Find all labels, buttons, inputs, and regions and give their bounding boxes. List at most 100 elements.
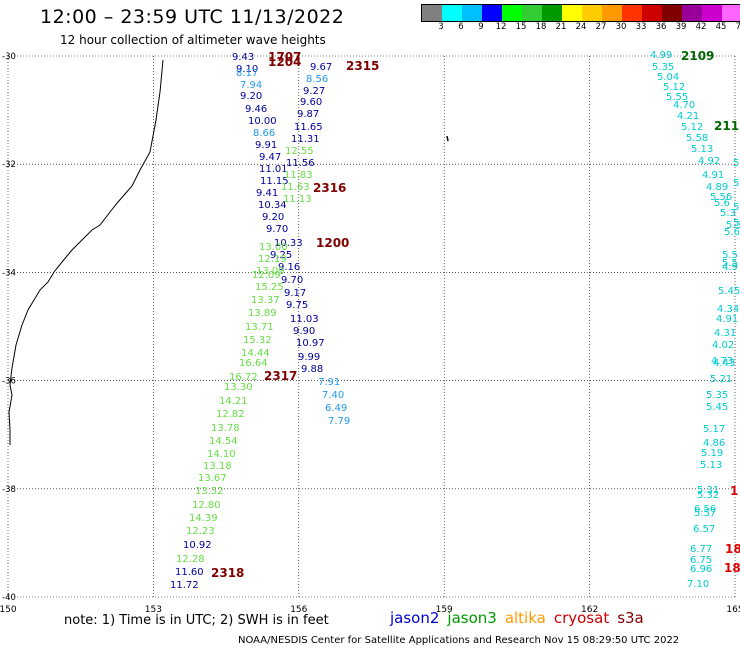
wave-height-value: 14.44 [241, 348, 270, 359]
wave-height-value: 7.10 [687, 579, 709, 590]
wave-height-value: 5.21 [710, 374, 732, 385]
wave-height-value: 10.97 [296, 338, 325, 349]
wave-height-value: 13.52 [195, 486, 224, 497]
wave-height-value: 9.27 [303, 86, 325, 97]
x-tick-label: 165 [726, 605, 740, 615]
legend-label: 12 [495, 22, 507, 32]
wave-height-value: 5.19 [701, 448, 723, 459]
wave-height-value: 9.10 [236, 64, 258, 75]
wave-height-value: 11.72 [170, 580, 199, 591]
legend-swatch [602, 5, 622, 21]
wave-height-value: 4.31 [714, 328, 736, 339]
legend-swatch [442, 5, 462, 21]
wave-height-value: 4.73 [711, 356, 733, 367]
wave-height-value: 5.5 [722, 250, 738, 261]
sat-legend-s3a: s3a [617, 609, 644, 627]
legend-swatch [582, 5, 602, 21]
y-tick-label: -30 [2, 52, 16, 62]
wave-height-value: 16.64 [239, 358, 268, 369]
wave-height-value: 9.75 [286, 300, 308, 311]
legend-label: 15 [515, 22, 527, 32]
x-tick-label: 156 [290, 605, 307, 615]
wave-height-value: 13.37 [251, 295, 280, 306]
wave-height-value: 5.12 [681, 122, 703, 133]
wave-height-value: 5.32 [697, 490, 719, 501]
wave-height-value: 13.71 [245, 322, 274, 333]
units-note: note: 1) Time is in UTC; 2) SWH is in fe… [64, 613, 329, 628]
pass-time-label: 2318 [211, 566, 244, 580]
wave-height-value: 6.56 [694, 504, 716, 515]
wave-height-value: 16.72 [229, 372, 258, 383]
legend-swatch [522, 5, 542, 21]
wave-height-value: 5.12 [663, 82, 685, 93]
legend-swatch [622, 5, 642, 21]
wave-height-value: 15.32 [243, 335, 272, 346]
wave-height-value: 12.09 [252, 270, 281, 281]
wave-height-value: 12.23 [186, 526, 215, 537]
wave-height-value: 4.9 [722, 262, 738, 273]
wave-height-value: 9.70 [281, 275, 303, 286]
pass-time-label: 18 [724, 561, 740, 575]
sat-legend-altika: altika [504, 609, 546, 627]
wave-height-value: 8.66 [253, 128, 275, 139]
x-tick-label: 159 [436, 605, 453, 615]
legend-swatch [702, 5, 722, 21]
wave-height-value: 9.41 [256, 188, 278, 199]
wave-height-value: 12.80 [192, 500, 221, 511]
wave-height-value: 9.25 [270, 250, 292, 261]
sat-legend-jason3: jason3 [447, 609, 497, 627]
track-values: 9.439.108.177.949.209.4610.008.669.919.4… [170, 50, 740, 591]
wave-height-value: 5.04 [657, 72, 679, 83]
page-subtitle: 12 hour collection of altimeter wave hei… [60, 33, 326, 47]
pass-time-label: 1707 [268, 50, 301, 64]
wave-height-value: 11.56 [286, 158, 315, 169]
wave-height-value: 5.17 [703, 424, 725, 435]
wave-height-value: 11.01 [259, 164, 288, 175]
wave-height-value: 9.17 [284, 288, 306, 299]
wave-height-value: 11.31 [291, 134, 320, 145]
axis-labels: 150 153 156 159 162 165 -30 -32 -34 -36 -38 -40 [0, 52, 740, 615]
wave-height-value: 5 [733, 158, 739, 169]
pass-time-label: 1204 [268, 55, 301, 69]
australia-coastline [8, 59, 164, 445]
coastline [8, 59, 449, 445]
wave-height-value: 10.33 [274, 238, 303, 249]
wave-height-value: 9.43 [232, 52, 254, 63]
pass-time-label: 1200 [316, 236, 349, 250]
wave-height-value: 11.83 [284, 170, 313, 181]
wave-height-value: 9.88 [301, 364, 323, 375]
wave-height-value: 5.45 [706, 402, 728, 413]
wave-height-value: 10.34 [258, 200, 287, 211]
legend-label: 18 [535, 22, 547, 32]
wave-height-value: 14.10 [207, 449, 236, 460]
y-tick-label: -36 [2, 377, 16, 387]
wave-height-value: 9.87 [297, 109, 319, 120]
wave-height-value: 9.70 [266, 224, 288, 235]
wave-height-value: 6.77 [690, 544, 712, 555]
legend-label: 3 [438, 22, 444, 32]
wave-height-value: 12.28 [176, 554, 205, 565]
pass-time-label: 2109 [681, 49, 714, 63]
pass-time-label: 18 [725, 542, 740, 556]
legend-label: 24 [575, 22, 587, 32]
legend-swatch [662, 5, 682, 21]
legend-label: 33 [635, 22, 647, 32]
wave-height-value: 8.17 [236, 68, 258, 79]
y-tick-label: -34 [2, 268, 16, 278]
legend-swatch [422, 5, 442, 21]
pass-time-label: 2315 [346, 59, 379, 73]
legend-label: 39 [675, 22, 687, 32]
legend-label: 70 [735, 22, 740, 32]
wave-height-value: 9.99 [298, 352, 320, 363]
x-tick-label: 153 [145, 605, 162, 615]
wave-height-value: 13.89 [248, 308, 277, 319]
wave-height-value: 12.82 [216, 409, 245, 420]
wave-height-value: 4.02 [712, 340, 734, 351]
legend-label: 6 [458, 22, 464, 32]
wave-height-value: 10.00 [248, 116, 277, 127]
wave-height-value: 7.79 [328, 416, 350, 427]
wave-height-value: 5.13 [700, 460, 722, 471]
wave-height-value: 4.34 [717, 304, 739, 315]
pass-time-label: 2316 [313, 181, 346, 195]
legend-swatch [682, 5, 702, 21]
